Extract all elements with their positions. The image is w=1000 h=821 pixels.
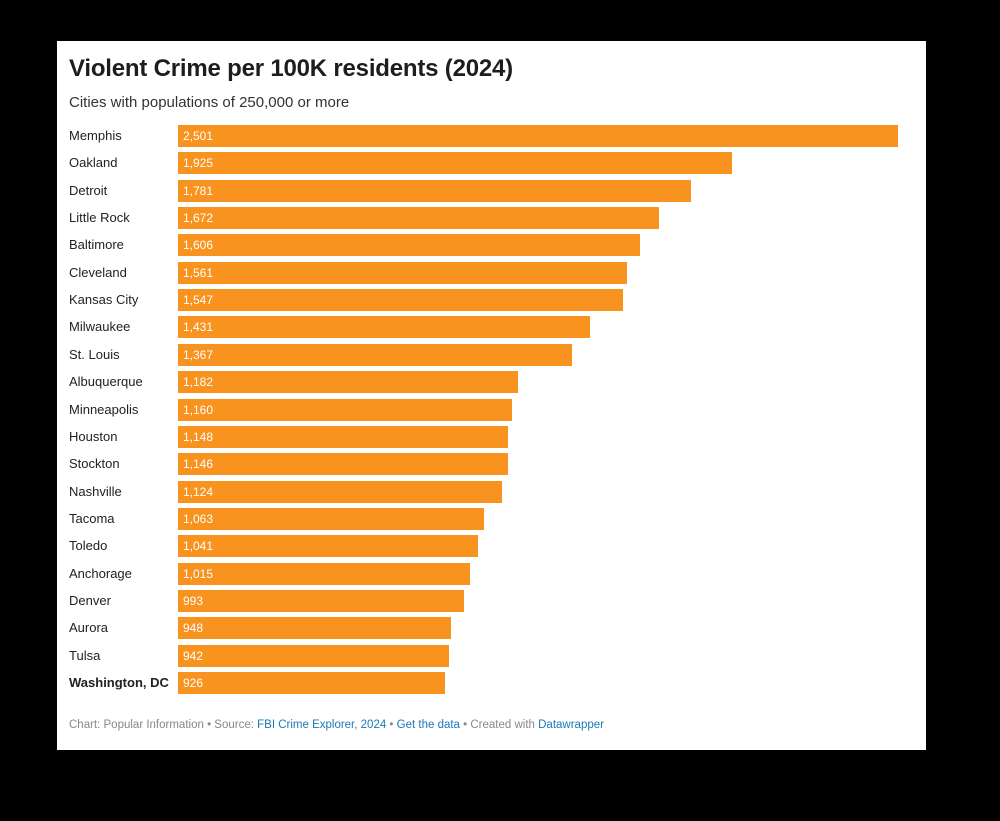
footer-separator: • [386,719,397,731]
category-label: Oakland [69,155,118,171]
category-label: Minneapolis [69,401,139,417]
bar [178,316,590,339]
bar-value-label: 1,547 [183,293,214,308]
category-label: Little Rock [69,210,130,226]
category-label: Denver [69,592,111,608]
footer-separator: • Created with [459,719,539,731]
bar [178,234,641,257]
category-label: Albuquerque [69,374,143,390]
source-link[interactable]: FBI Crime Explorer, 2024 [257,719,387,731]
bar-value-label: 1,124 [183,484,214,499]
bar [178,343,572,366]
category-label: Detroit [69,182,108,198]
bar [178,207,660,230]
bar-value-label: 1,146 [183,457,214,472]
bar [178,453,508,476]
bar-value-label: 1,160 [183,402,214,417]
category-label: Baltimore [69,237,124,253]
category-label: Milwaukee [69,319,131,335]
category-label: Tacoma [69,510,115,526]
bar-value-label: 1,182 [183,375,214,390]
bar-value-label: 948 [183,621,204,636]
bar [178,672,445,694]
bar [178,261,628,284]
bar-value-label: 1,672 [183,211,214,226]
bar-value-label: 1,781 [183,183,214,198]
bar [178,535,478,558]
bar [178,589,464,612]
bar-value-label: 1,063 [183,511,214,526]
bar [178,289,624,312]
bar [178,398,512,421]
category-label: Washington, DC [69,675,169,690]
bar [178,371,519,394]
bar [178,125,898,147]
bar [178,179,691,202]
datawrapper-link[interactable]: Datawrapper [538,719,604,731]
chart-footer: Chart: Popular Information • Source: FBI… [69,719,604,731]
category-label: Anchorage [69,565,132,581]
bar [178,644,450,667]
chart-title: Violent Crime per 100K residents (2024) [69,55,513,82]
bar [178,152,733,175]
category-label: Kansas City [69,292,139,308]
bar-value-label: 926 [183,676,204,690]
category-label: Houston [69,428,118,444]
category-label: Stockton [69,456,120,472]
get-data-link[interactable]: Get the data [396,719,460,731]
bar-value-label: 1,015 [183,566,214,581]
bar [178,480,502,503]
bar [178,425,509,448]
category-label: Tulsa [69,647,101,663]
bar-value-label: 942 [183,648,204,663]
bar-value-label: 1,041 [183,539,214,554]
bar-value-label: 1,148 [183,429,214,444]
bar [178,617,451,640]
category-label: Toledo [69,538,108,554]
bar-value-label: 1,431 [183,320,214,335]
bar [178,562,471,585]
bar-chart: Memphis 2,501 Oakland 1,925 Detroit 1,781 Litt… [57,41,926,750]
bar-value-label: 1,561 [183,265,214,280]
category-label: Memphis [69,128,122,143]
bar-value-label: 1,925 [183,156,214,171]
chart-card: Violent Crime per 100K residents (2024) … [57,41,926,750]
bar-value-label: 1,367 [183,347,214,362]
category-label: St. Louis [69,346,120,362]
bar-value-label: 2,501 [183,129,214,143]
category-label: Cleveland [69,264,127,280]
category-label: Nashville [69,483,122,499]
footer-separator: • Source: [203,719,258,731]
bar-value-label: 1,606 [183,238,214,253]
bar [178,507,485,530]
chart-subtitle: Cities with populations of 250,000 or mo… [69,94,350,111]
category-label: Aurora [69,620,109,636]
footer-credit: Chart: Popular Information [69,719,204,731]
bar-value-label: 993 [183,593,204,608]
